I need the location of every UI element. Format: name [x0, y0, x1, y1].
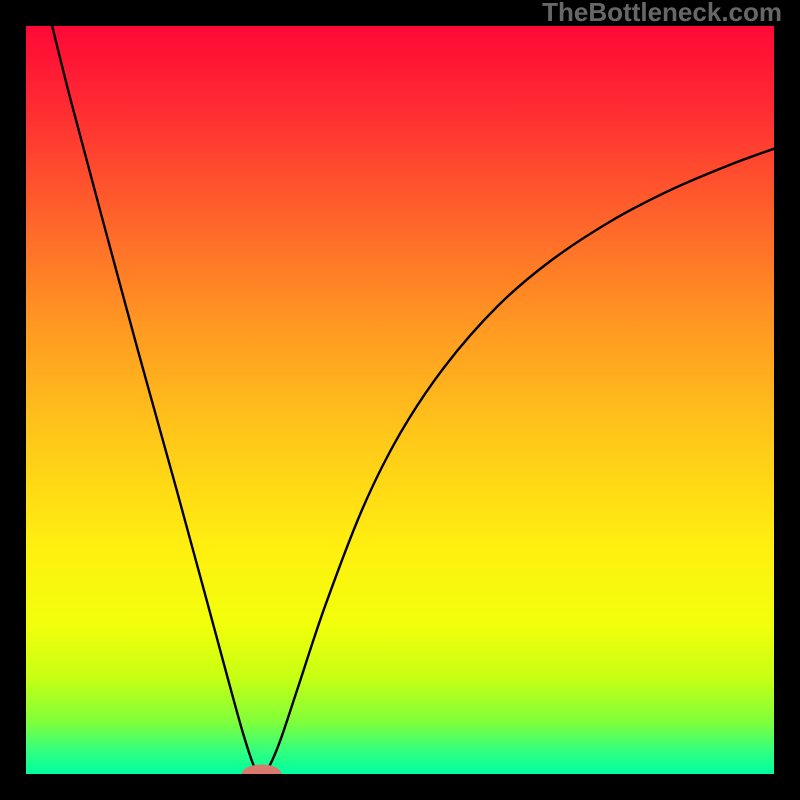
chart-svg [26, 26, 774, 774]
chart-background [26, 26, 774, 774]
plot-area [26, 26, 774, 774]
chart-frame: TheBottleneck.com [0, 0, 800, 800]
watermark-text: TheBottleneck.com [542, 0, 782, 28]
